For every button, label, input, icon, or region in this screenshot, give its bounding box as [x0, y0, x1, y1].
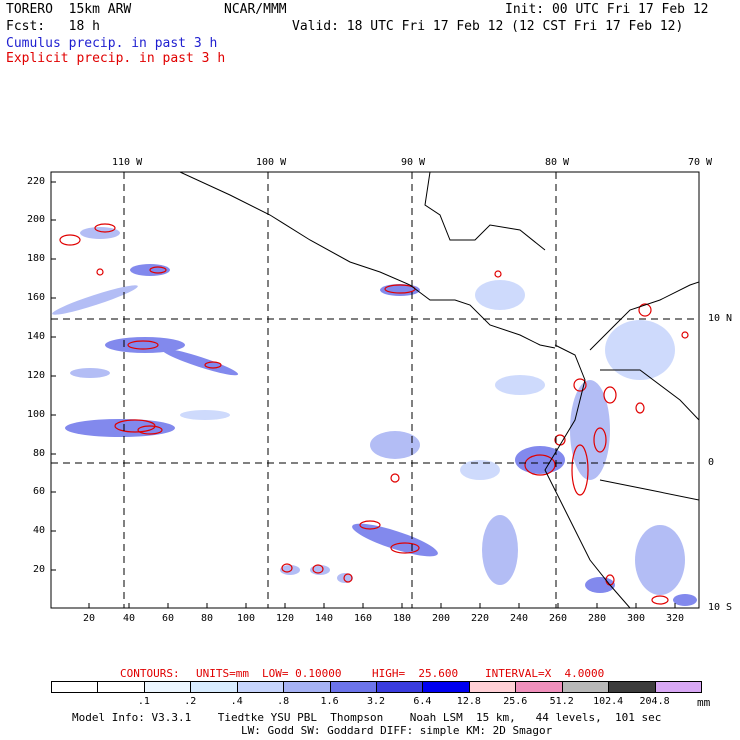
colorbar-swatch	[515, 681, 563, 693]
y-tick-label: 220	[27, 176, 46, 187]
lon-label-80w: 80 W	[545, 157, 570, 168]
colorbar-label: 12.8	[456, 696, 481, 707]
center-label: NCAR/MMM	[224, 2, 287, 17]
colorbar-swatch	[236, 681, 285, 693]
colorbar-swatch	[329, 681, 377, 693]
colorbar-label: 3.2	[366, 696, 386, 707]
colorbar-swatch	[51, 681, 99, 693]
colorbar-swatch	[561, 681, 610, 693]
init-time: Init: 00 UTC Fri 17 Feb 12	[505, 2, 709, 17]
colorbar-swatch	[283, 681, 331, 693]
colorbar-label: 25.6	[503, 696, 528, 707]
explicit-precip-contours	[59, 223, 689, 605]
model-info: Model Info: V3.3.1 Tiedtke YSU PBL Thomp…	[72, 711, 662, 724]
x-tick-label: 20	[83, 613, 96, 624]
x-tick-label: 260	[549, 613, 568, 624]
x-tick-label: 300	[627, 613, 646, 624]
x-tick-label: 100	[237, 613, 256, 624]
model-title: TORERO 15km ARW	[6, 2, 132, 17]
contours-label: CONTOURS:	[120, 667, 180, 680]
y-tick-label: 20	[33, 564, 46, 575]
map-plot-area	[51, 172, 699, 608]
x-tick-label: 240	[510, 613, 529, 624]
coastlines	[179, 172, 699, 608]
field-cumulus-label: Cumulus precip. in past 3 h	[6, 36, 218, 51]
lon-label-90w: 90 W	[401, 157, 426, 168]
colorbar-unit: mm	[697, 696, 711, 709]
y-tick-label: 80	[33, 448, 46, 459]
colorbar-label: 102.4	[593, 696, 624, 707]
y-tick-label: 140	[27, 331, 46, 342]
physics-info: LW: Godd SW: Goddard DIFF: simple KM: 2D…	[241, 724, 553, 737]
lat-label-0: 0	[708, 457, 715, 468]
x-tick-label: 200	[432, 613, 451, 624]
y-tick-label: 180	[27, 253, 46, 264]
forecast-hour: Fcst: 18 h	[6, 19, 100, 34]
contours-interval: INTERVAL=X 4.0000	[485, 667, 605, 680]
colorbar-label: .4	[230, 696, 243, 707]
x-tick-label: 40	[123, 613, 136, 624]
x-tick-label: 220	[471, 613, 490, 624]
y-tick-label: 120	[27, 370, 46, 381]
contours-units: UNITS=mm	[196, 667, 249, 680]
x-tick-label: 120	[276, 613, 295, 624]
cumulus-precip-shading	[52, 227, 697, 606]
colorbar-label: .1	[137, 696, 150, 707]
y-tick-label: 100	[27, 409, 46, 420]
x-tick-label: 140	[315, 613, 334, 624]
colorbar-swatch	[422, 681, 470, 693]
colorbar-swatch	[468, 681, 517, 693]
x-tick-label: 80	[201, 613, 214, 624]
colorbar-swatch	[143, 681, 192, 693]
contours-low: LOW= 0.10000	[262, 667, 342, 680]
x-tick-label: 280	[588, 613, 607, 624]
graticule	[51, 172, 699, 608]
field-explicit-label: Explicit precip. in past 3 h	[6, 51, 226, 66]
valid-time: Valid: 18 UTC Fri 17 Feb 12 (12 CST Fri …	[292, 19, 684, 34]
plot-frame	[50, 171, 700, 609]
colorbar-swatch	[376, 681, 424, 693]
x-tick-label: 180	[393, 613, 412, 624]
colorbar-swatch	[190, 681, 238, 693]
y-tick-label: 40	[33, 525, 46, 536]
x-tick-label: 160	[354, 613, 373, 624]
colorbar-label: 1.6	[320, 696, 339, 707]
colorbar-label: 6.4	[413, 696, 432, 707]
colorbar-label: 204.8	[639, 696, 670, 707]
colorbar-label: .2	[184, 696, 197, 707]
colorbar-label: .8	[277, 696, 290, 707]
lon-label-70w: 70 W	[688, 157, 713, 168]
y-tick-label: 160	[27, 292, 46, 303]
colorbar-swatch	[608, 681, 656, 693]
x-tick-label: 60	[162, 613, 175, 624]
colorbar-swatch	[654, 681, 702, 693]
lon-label-100w: 100 W	[256, 157, 287, 168]
lon-label-110w: 110 W	[112, 157, 143, 168]
x-tick-label: 320	[666, 613, 685, 624]
y-tick-label: 200	[27, 214, 46, 225]
lat-label-10s: 10 S	[708, 602, 733, 613]
contours-high: HIGH= 25.600	[372, 667, 459, 680]
colorbar-swatch	[97, 681, 145, 693]
colorbar-label: 51.2	[549, 696, 574, 707]
y-tick-label: 60	[33, 486, 46, 497]
lat-label-10n: 10 N	[708, 313, 733, 324]
